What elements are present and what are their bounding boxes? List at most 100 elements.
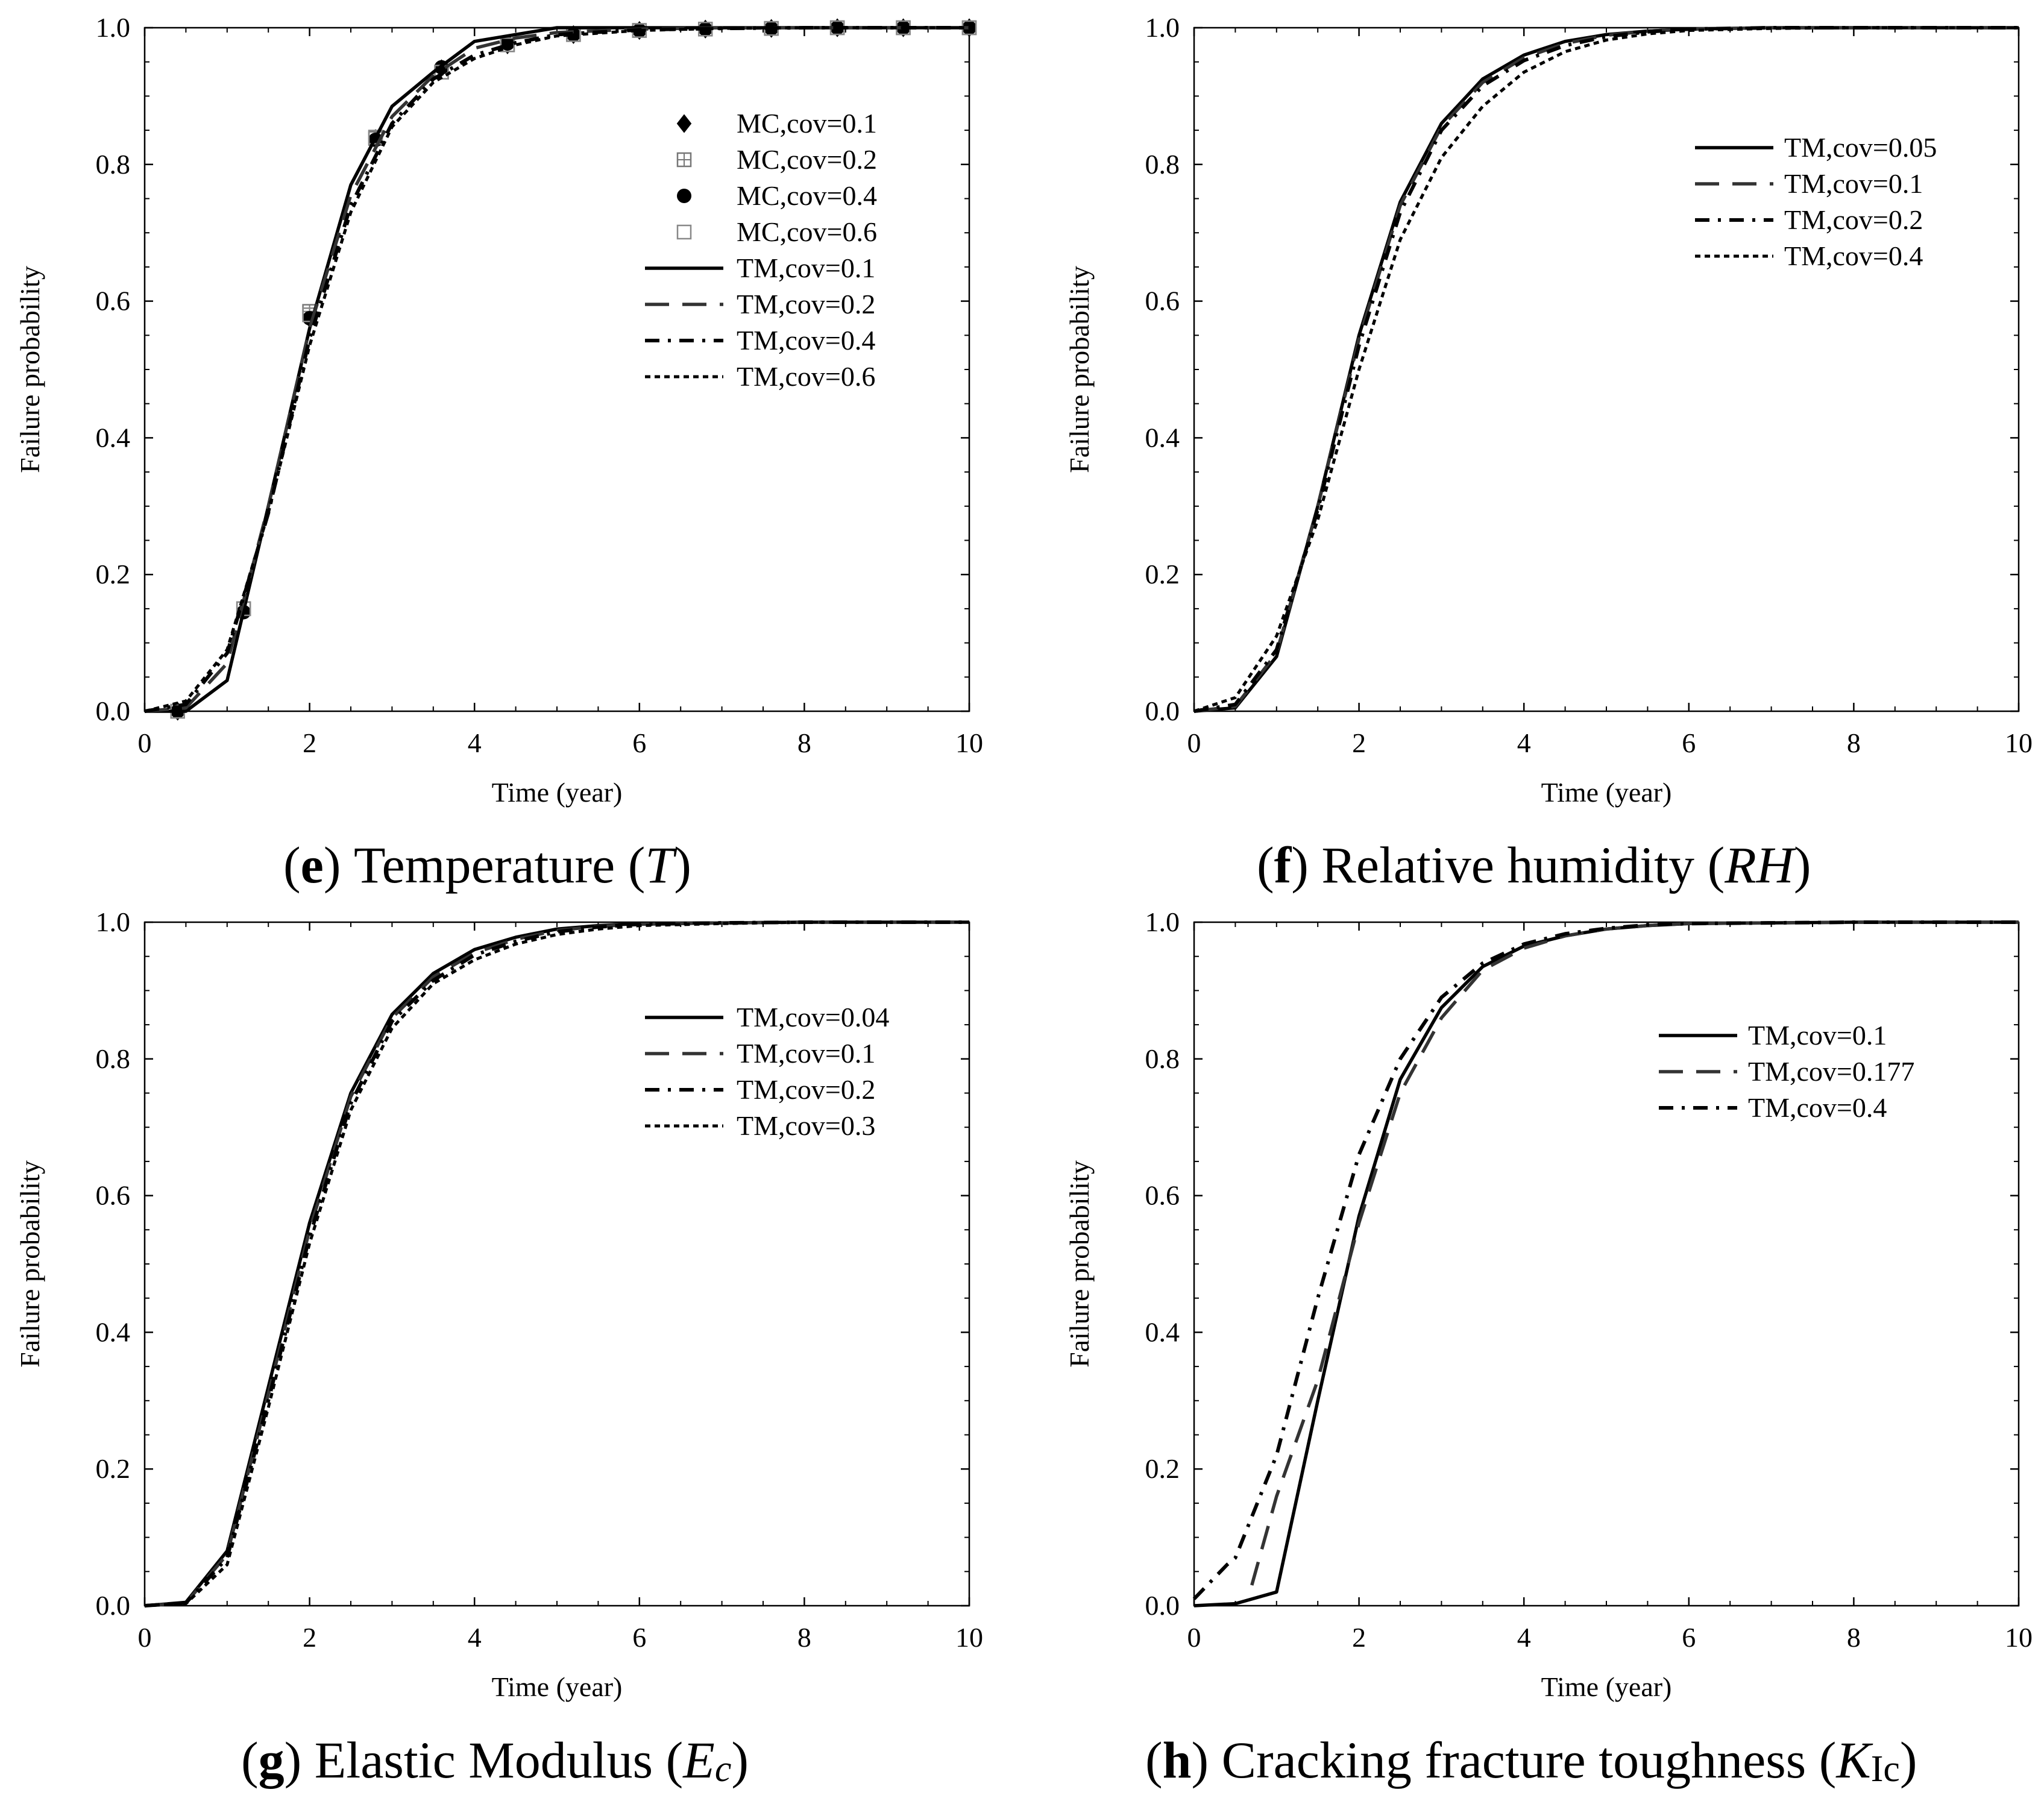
legend-tm-cov-0-4-label: TM,cov=0.4 [1784,240,1923,271]
legend-tm-cov-0-1-label: TM,cov=0.1 [1748,1020,1887,1051]
legend-tm-cov-0-3-label: TM,cov=0.3 [737,1110,875,1141]
x-tick-label: 6 [632,728,646,758]
x-tick-label: 0 [138,1622,152,1653]
y-axis-label: Failure probability [14,1160,45,1368]
y-tick-label: 1.0 [1145,12,1180,43]
y-axis-label: Failure probability [1064,1160,1095,1368]
series-tm-cov-0-177-line [1250,920,2019,1586]
y-tick-label: 0.4 [1145,422,1180,453]
series-tm-cov-0-2-line [144,920,969,1608]
caption-e: (e) Temperature (T) [283,836,691,894]
chart-h: 0 2 4 6 8 10 0.0 0.2 0.4 0.6 0.8 1.0 Time (year) Fail… [1064,907,2033,1702]
legend-mc-cov-0-6-label: MC,cov=0.6 [737,216,877,247]
x-axis-label: Time (year) [492,1671,623,1702]
legend-tm-cov-0-05-label: TM,cov=0.05 [1784,132,1937,163]
series-tm-cov-0-1-line [144,920,969,1608]
legend-mc-cov-0-4-swatch [677,189,691,203]
x-tick-label: 0 [1187,1622,1201,1653]
legend-tm-cov-0-4-label: TM,cov=0.4 [737,325,875,356]
legend-tm-cov-0-6-label: TM,cov=0.6 [737,361,875,392]
x-tick-label: 2 [1352,728,1366,758]
y-tick-label: 0.0 [1145,696,1180,726]
y-tick-label: 0.6 [96,286,131,316]
caption-f: (f) Relative humidity (RH) [1257,836,1811,894]
x-tick-label: 8 [797,1622,811,1653]
y-tick-label: 0.4 [1145,1316,1180,1347]
x-axis-label: Time (year) [1541,777,1672,808]
series-tm-cov-0-1-line [1193,920,2019,1608]
x-tick-label: 8 [1847,1622,1861,1653]
series-tm-cov-0-1-line [145,26,969,713]
y-tick-label: 0.2 [96,559,131,589]
x-tick-label: 8 [797,728,811,758]
chart-f: 0 2 4 6 8 10 0.0 0.2 0.4 0.6 0.8 1.0 Time (year) Fail… [1064,12,2033,808]
y-tick-label: 0.4 [96,422,131,453]
y-tick-label: 0.6 [1145,286,1180,316]
x-tick-label: 4 [1517,728,1531,758]
y-tick-label: 0.8 [1145,149,1180,180]
x-tick-label: 6 [1682,728,1696,758]
y-axis-label: Failure probability [14,266,45,473]
plot-frame [1193,27,2020,712]
x-tick-label: 0 [138,728,152,758]
series-tm-cov-0-2-line [1193,26,2019,713]
series-tm-cov-0-4-line [1193,26,2019,713]
x-tick-label: 6 [1682,1622,1696,1653]
y-tick-label: 0.6 [96,1180,131,1211]
y-tick-label: 0.8 [1145,1043,1180,1074]
y-tick-label: 1.0 [96,907,131,937]
legend-mc-cov-0-6-swatch [676,224,692,240]
x-tick-label: 10 [2005,1622,2033,1653]
series-tm-cov-0-4-line [1192,920,2019,1600]
chart-g: 0 2 4 6 8 10 0.0 0.2 0.4 0.6 0.8 1.0 Time (year) Fail… [14,907,983,1702]
legend-tm-cov-0-1-label: TM,cov=0.1 [1784,168,1923,199]
y-tick-label: 1.0 [96,12,131,43]
legend-mc-cov-0-1-swatch [676,114,692,133]
x-axis-label: Time (year) [1541,1671,1672,1702]
legend-tm-cov-0-2-label: TM,cov=0.2 [737,289,875,319]
legend: TM,cov=0.1 TM,cov=0.177 TM,cov=0.4 [1659,1020,1914,1123]
y-tick-label: 0.0 [1145,1590,1180,1621]
y-tick-label: 1.0 [1145,907,1180,937]
x-tick-label: 2 [303,1622,316,1653]
legend-tm-cov-0-04-label: TM,cov=0.04 [737,1002,889,1033]
y-axis-label: Failure probability [1064,266,1095,473]
y-tick-label: 0.8 [96,149,131,180]
legend: TM,cov=0.05 TM,cov=0.1 TM,cov=0.2 TM,cov=0.… [1695,132,1937,271]
legend: MC,cov=0.1 MC,cov=0.2 MC,cov=0.4 MC,cov=0.6… [645,108,877,392]
series-tm-cov-0-05-line [1193,26,2019,713]
legend-mc-cov-0-1-label: MC,cov=0.1 [737,108,877,139]
legend-mc-cov-0-2-label: MC,cov=0.2 [737,144,877,175]
x-axis-label: Time (year) [492,777,623,808]
x-tick-label: 6 [632,1622,646,1653]
x-tick-label: 2 [303,728,316,758]
legend-tm-cov-0-1-label: TM,cov=0.1 [737,253,875,283]
y-tick-label: 0.2 [96,1453,131,1484]
x-tick-label: 0 [1187,728,1201,758]
x-tick-label: 10 [955,1622,983,1653]
x-tick-label: 8 [1847,728,1861,758]
y-tick-label: 0.2 [1145,559,1180,589]
series-tm-cov-0-3-line [144,920,969,1608]
y-tick-label: 0.2 [1145,1453,1180,1484]
x-tick-label: 4 [468,1622,482,1653]
legend-tm-cov-0-4-label: TM,cov=0.4 [1748,1092,1887,1123]
caption-g: (g) Elastic Modulus (Ec) [241,1731,749,1790]
x-tick-label: 2 [1352,1622,1366,1653]
y-tick-label: 0.0 [96,696,131,726]
series-tm-cov-0-2-line [144,26,969,713]
legend-tm-cov-0-2-label: TM,cov=0.2 [1784,204,1923,235]
y-tick-label: 0.8 [96,1043,131,1074]
legend-mc-cov-0-4-label: MC,cov=0.4 [737,180,877,211]
caption-h: (h) Cracking fracture toughness (KIc) [1145,1731,1917,1790]
y-tick-label: 0.0 [96,1590,131,1621]
y-tick-label: 0.6 [1145,1180,1180,1211]
legend: TM,cov=0.04 TM,cov=0.1 TM,cov=0.2 TM,cov=0.… [645,1002,889,1141]
series-tm-cov-0-1-line [1193,26,2019,713]
x-tick-label: 4 [468,728,482,758]
x-tick-label: 4 [1517,1622,1531,1653]
legend-tm-cov-0-177-label: TM,cov=0.177 [1748,1056,1914,1087]
chart-e: 0 2 4 6 8 10 0.0 0.2 0.4 0.6 0.8 1.0 Time (year) Fail… [14,12,983,808]
plot-frame [1193,921,2020,1607]
